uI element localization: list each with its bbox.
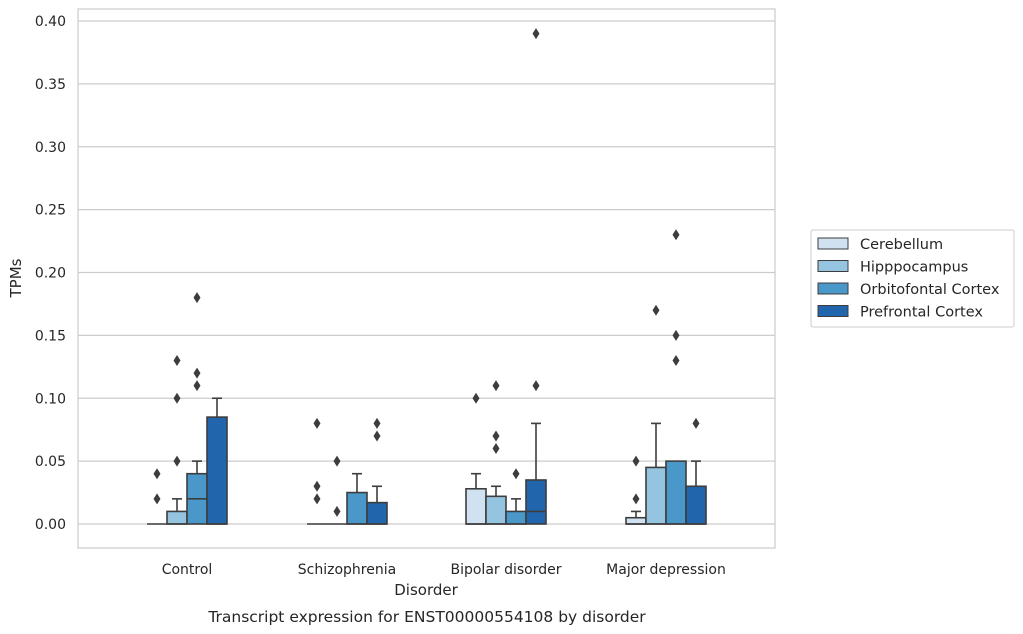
x-tick-label: Major depression xyxy=(606,562,726,578)
y-axis-title: TPMs xyxy=(7,258,25,298)
legend: Cerebellum Hipppocampus Orbitofontal Corte… xyxy=(810,229,1015,328)
y-tick-label: 0.15 xyxy=(35,328,66,344)
box-body xyxy=(166,510,188,525)
box-body xyxy=(645,466,667,525)
outlier-point xyxy=(373,417,381,429)
legend-label: Cerebellum xyxy=(860,237,943,253)
box-cerebellum xyxy=(307,417,327,525)
box-body xyxy=(346,491,368,525)
box-body xyxy=(685,485,707,525)
outlier-point xyxy=(313,480,321,492)
legend-swatch xyxy=(817,260,849,272)
box-prefrontal-cortex xyxy=(206,397,228,525)
legend-swatch xyxy=(817,237,849,250)
x-axis-title: Disorder xyxy=(394,581,458,599)
box-hipppocampus xyxy=(485,380,507,525)
box-orbitofontal-cortex xyxy=(186,292,208,525)
outlier-point xyxy=(512,468,520,480)
outlier-point xyxy=(193,292,201,304)
y-tick-label: 0.25 xyxy=(35,203,66,219)
legend-swatch xyxy=(817,282,849,295)
box-orbitofontal-cortex xyxy=(505,468,527,525)
box-body xyxy=(206,416,228,525)
box-body xyxy=(366,501,388,525)
outlier-point xyxy=(173,455,181,467)
outlier-point xyxy=(193,367,201,379)
outlier-point xyxy=(153,493,161,505)
box-body xyxy=(625,516,647,525)
box-body xyxy=(665,460,687,525)
box-hipppocampus xyxy=(327,455,347,525)
boxes xyxy=(147,28,707,525)
box-prefrontal-cortex xyxy=(525,28,547,525)
outlier-point xyxy=(652,304,660,316)
outlier-point xyxy=(333,455,341,467)
box-orbitofontal-cortex xyxy=(665,229,687,525)
outlier-point xyxy=(492,380,500,392)
legend-swatch xyxy=(817,305,849,317)
y-tick-label: 0.10 xyxy=(35,391,66,407)
outlier-point xyxy=(672,329,680,341)
outlier-point xyxy=(532,28,540,40)
outlier-point xyxy=(173,355,181,367)
box-body xyxy=(525,479,547,525)
y-tick-label: 0.20 xyxy=(35,266,66,282)
chart-caption: Transcript expression for ENST0000055410… xyxy=(207,608,646,626)
legend-label: Prefrontal Cortex xyxy=(860,305,983,321)
x-tick-label: Control xyxy=(162,562,213,578)
outlier-point xyxy=(313,417,321,429)
y-tick-label: 0.35 xyxy=(35,77,66,93)
box-cerebellum xyxy=(147,468,167,525)
outlier-point xyxy=(193,380,201,392)
outlier-point xyxy=(373,430,381,442)
y-tick-label: 0.00 xyxy=(35,517,66,533)
outlier-point xyxy=(692,417,700,429)
y-tick-label: 0.30 xyxy=(35,140,66,156)
box-cerebellum xyxy=(465,392,487,525)
outlier-point xyxy=(492,443,500,455)
plot-area xyxy=(77,8,776,549)
outlier-point xyxy=(153,468,161,480)
y-axis-ticks: 0.00 0.05 0.10 0.15 0.20 0.25 0.30 0.35 0.40 xyxy=(35,14,66,533)
box-prefrontal-cortex xyxy=(366,417,388,525)
outlier-point xyxy=(632,493,640,505)
outlier-point xyxy=(173,392,181,404)
y-tick-label: 0.40 xyxy=(35,14,66,30)
outlier-point xyxy=(672,355,680,367)
box-hipppocampus xyxy=(166,355,188,525)
box-prefrontal-cortex xyxy=(685,417,707,525)
box-orbitofontal-cortex xyxy=(346,472,368,525)
y-tick-label: 0.05 xyxy=(35,454,66,470)
box-body xyxy=(505,510,527,525)
x-tick-label: Schizophrenia xyxy=(298,562,396,578)
outlier-point xyxy=(672,229,680,241)
outlier-point xyxy=(472,392,480,404)
x-axis-ticks: Control Schizophrenia Bipolar disorder Majo… xyxy=(162,562,726,578)
outlier-point xyxy=(532,380,540,392)
legend-label: Hipppocampus xyxy=(860,260,968,276)
outlier-point xyxy=(492,430,500,442)
box-body xyxy=(465,487,487,525)
box-body xyxy=(485,495,507,525)
box-cerebellum xyxy=(625,455,647,525)
outlier-point xyxy=(313,493,321,505)
legend-frame xyxy=(810,229,1015,328)
x-tick-label: Bipolar disorder xyxy=(450,562,561,578)
legend-label: Orbitofontal Cortex xyxy=(860,282,1000,298)
outlier-point xyxy=(632,455,640,467)
box-hipppocampus xyxy=(645,304,667,525)
outlier-point xyxy=(333,505,341,517)
